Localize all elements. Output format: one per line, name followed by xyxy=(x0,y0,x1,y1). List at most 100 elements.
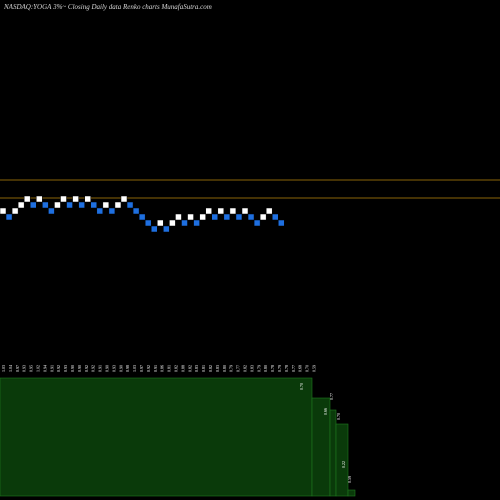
volume-label: 0.22 xyxy=(341,461,346,468)
brick-up xyxy=(17,201,25,209)
brick-down xyxy=(278,219,285,227)
bottom-label: 0.82 xyxy=(187,365,192,372)
brick-down xyxy=(163,225,170,233)
bottom-label: 0.92 xyxy=(146,365,151,372)
chart-title: NASDAQ:YOGA 3%~ Closing Daily data Renko… xyxy=(3,3,212,11)
brick-down xyxy=(223,213,231,221)
bottom-label: 0.91 xyxy=(49,365,54,372)
brick-up xyxy=(175,213,182,221)
volume-label: 0.59 xyxy=(347,476,352,483)
bottom-label: 0.68 xyxy=(298,365,303,372)
bottom-label: 0.59 xyxy=(312,365,317,372)
bottom-label: 1.04 xyxy=(8,365,13,372)
brick-up xyxy=(0,207,7,215)
bottom-label: 0.81 xyxy=(167,365,172,372)
brick-up xyxy=(259,213,267,221)
volume-panel: 0.70 0.77 0.66 0.70 0.22 0.59 xyxy=(0,377,356,497)
brick-up xyxy=(114,201,122,209)
bottom-label: 0.80 xyxy=(222,365,227,372)
brick-down xyxy=(253,219,261,227)
volume-label: 0.77 xyxy=(329,393,334,400)
bottom-label: 0.70 xyxy=(305,365,310,372)
brick-up xyxy=(54,201,61,209)
brick-down xyxy=(78,201,85,209)
bottom-label: 0.81 xyxy=(201,365,206,372)
volume-bar xyxy=(335,423,349,497)
brick-up xyxy=(23,195,31,203)
brick-down xyxy=(193,219,200,227)
volume-label: 0.70 xyxy=(336,413,341,420)
brick-up xyxy=(84,195,91,203)
brick-down xyxy=(144,219,152,227)
bottom-label: 0.78 xyxy=(284,365,289,372)
bottom-label: 0.78 xyxy=(270,365,275,372)
brick-up xyxy=(217,207,225,215)
brick-up xyxy=(157,219,164,227)
bottom-label: 0.94 xyxy=(42,365,47,372)
bottom-label: 0.79 xyxy=(277,365,282,372)
volume-label: 0.66 xyxy=(323,408,328,415)
bottom-label: 0.86 xyxy=(160,365,165,372)
bottom-label: 0.90 xyxy=(77,365,82,372)
bottom-label: 0.82 xyxy=(174,365,179,372)
bottom-label: 0.80 xyxy=(263,365,268,372)
bottom-label: 1.02 xyxy=(36,365,41,372)
brick-down xyxy=(90,201,97,209)
bottom-label: 0.83 xyxy=(194,365,199,372)
bottom-label: 0.90 xyxy=(118,365,123,372)
brick-down xyxy=(66,201,73,209)
bottom-label: 0.83 xyxy=(249,365,254,372)
renko-bricks xyxy=(0,195,285,233)
brick-down xyxy=(5,213,13,221)
bottom-label: 0.93 xyxy=(22,365,27,372)
bottom-label: 0.97 xyxy=(139,365,144,372)
brick-up xyxy=(72,195,79,203)
bottom-label: 0.90 xyxy=(70,365,75,372)
bottom-label: 0.93 xyxy=(63,365,68,372)
brick-down xyxy=(108,207,116,215)
brick-down xyxy=(151,225,158,233)
bottom-label: 0.95 xyxy=(29,365,34,372)
bottom-label: 0.97 xyxy=(15,365,20,372)
brick-down xyxy=(132,207,140,215)
volume-label: 0.70 xyxy=(299,383,304,390)
brick-down xyxy=(48,207,55,215)
brick-up xyxy=(229,207,237,215)
bottom-label: 0.91 xyxy=(153,365,158,372)
brick-up xyxy=(102,201,110,209)
bottom-label: 0.92 xyxy=(84,365,89,372)
volume-bar xyxy=(347,489,356,497)
bottom-label: 0.90 xyxy=(105,365,110,372)
volume-bar xyxy=(329,409,337,497)
brick-down xyxy=(272,213,279,221)
brick-down xyxy=(96,207,104,215)
bottom-label: 0.77 xyxy=(236,365,241,372)
brick-up xyxy=(205,207,212,215)
bottom-label: 0.93 xyxy=(111,365,116,372)
brick-up xyxy=(265,207,273,215)
brick-down xyxy=(138,213,146,221)
bottom-label: 0.77 xyxy=(291,365,296,372)
brick-up xyxy=(187,213,194,221)
brick-down xyxy=(181,219,188,227)
volume-bar xyxy=(0,377,313,497)
bottom-label: 1.03 xyxy=(1,365,6,372)
bottom-label: 0.83 xyxy=(215,365,220,372)
bottom-label: 0.92 xyxy=(56,365,61,372)
bottom-label: 0.79 xyxy=(256,365,261,372)
bottom-label: 0.91 xyxy=(98,365,103,372)
bottom-label: 0.88 xyxy=(180,365,185,372)
bottom-label: 0.79 xyxy=(229,365,234,372)
brick-up xyxy=(120,195,128,203)
brick-up xyxy=(169,219,176,227)
brick-down xyxy=(235,213,243,221)
brick-down xyxy=(42,201,49,209)
brick-up xyxy=(60,195,67,203)
brick-up xyxy=(36,195,43,203)
bottom-label: 0.92 xyxy=(91,365,96,372)
bottom-panel-labels: 1.03 1.04 0.97 0.93 0.95 1.02 0.94 0.91 0.92 0.93… xyxy=(1,365,317,372)
brick-down xyxy=(247,213,255,221)
bottom-label: 0.82 xyxy=(243,365,248,372)
brick-up xyxy=(199,213,206,221)
